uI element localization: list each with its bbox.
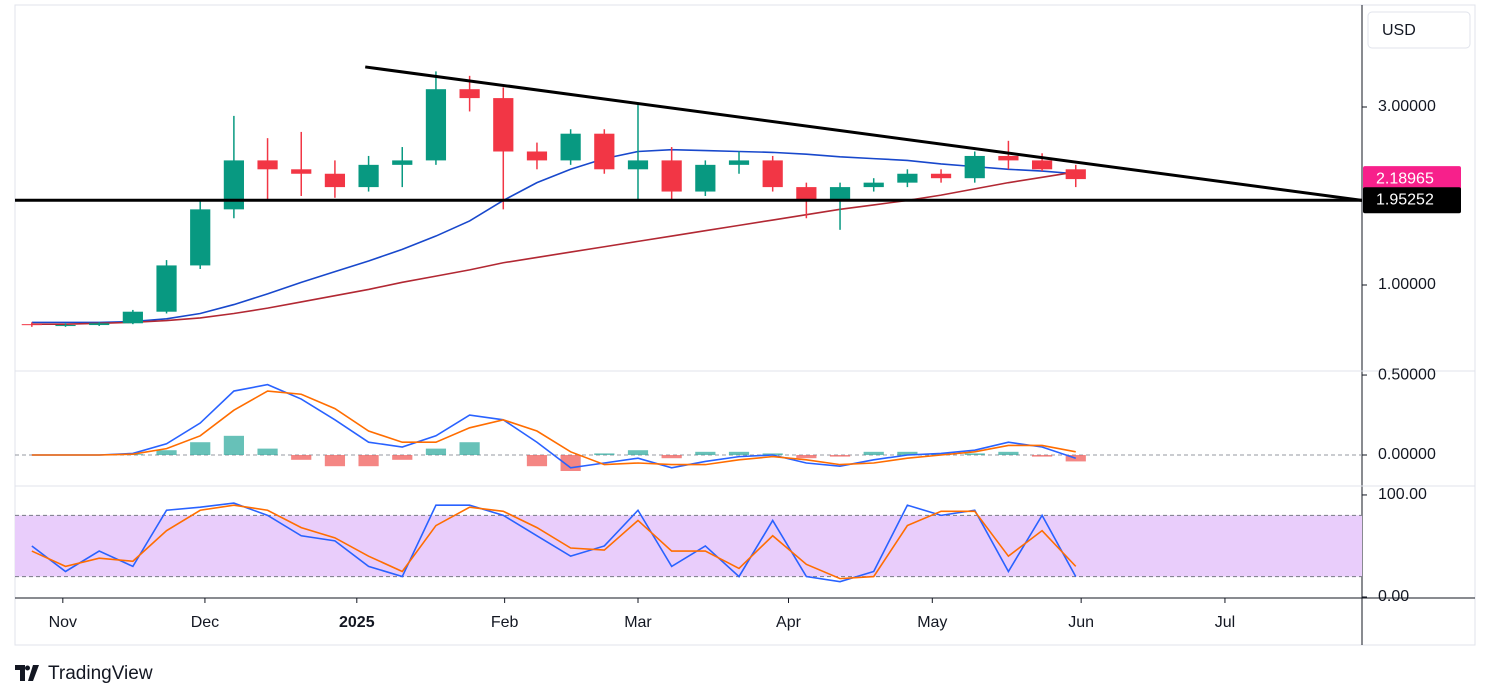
histogram-bar [156, 450, 177, 456]
y-tick-label: 3.00000 [1378, 98, 1436, 115]
candle-body [291, 169, 312, 174]
histogram-bar [627, 450, 649, 456]
oscillator-line [31, 502, 1077, 583]
oscillator-line [31, 504, 1077, 580]
support-price-box [1363, 187, 1461, 214]
histogram-bar [829, 455, 851, 457]
candle-body [897, 173, 918, 183]
candle-body [493, 98, 514, 152]
candle-body [560, 133, 581, 161]
histogram-bar [257, 448, 278, 456]
candle-body [190, 209, 211, 266]
pane [15, 502, 1362, 583]
histogram-bar [358, 455, 379, 467]
candle-body [358, 164, 379, 188]
candle-body [156, 265, 177, 312]
histogram-bar [392, 455, 413, 460]
y-tick-label: 100.00 [1378, 486, 1427, 503]
x-tick-label: Feb [491, 614, 519, 631]
candle-body [627, 160, 649, 170]
last-price-label: 2.18965 [1376, 170, 1434, 187]
x-tick-label: Jun [1068, 614, 1094, 631]
histogram-bar [459, 442, 480, 456]
candle-body [998, 155, 1019, 161]
candle-body [594, 133, 615, 170]
candle-body [425, 89, 447, 161]
currency-button[interactable] [1367, 11, 1471, 49]
candle-body [223, 160, 244, 210]
candle-body [1065, 169, 1086, 180]
x-tick-label: Apr [776, 614, 802, 631]
macd-line [31, 383, 1077, 469]
candle-body [21, 324, 42, 326]
candle-body [1031, 160, 1053, 170]
candle-body [728, 160, 750, 165]
histogram-bar [964, 453, 985, 456]
candle-body [863, 182, 884, 188]
candle-body [257, 160, 278, 170]
histogram-bar [796, 455, 817, 459]
x-tick-label: Mar [624, 614, 652, 631]
histogram-bar [190, 442, 211, 456]
histogram-bar [594, 453, 615, 456]
candle-body [55, 325, 76, 327]
histogram-bar [863, 451, 884, 456]
x-tick-label: Jul [1215, 614, 1235, 631]
macd-line [31, 390, 1076, 466]
x-tick-label: Dec [191, 614, 219, 631]
candle-body [89, 323, 110, 326]
y-tick-label: 0.00 [1378, 588, 1409, 605]
trend-line [365, 65, 1362, 202]
candle-body [695, 164, 716, 192]
y-tick-label: 0.50000 [1378, 366, 1436, 383]
candle-body [459, 89, 480, 99]
candle-body [122, 311, 143, 324]
candle-body [930, 173, 952, 179]
candle-body [796, 187, 817, 201]
histogram-bar [661, 455, 682, 459]
histogram-bar [526, 455, 548, 467]
x-tick-label: 2025 [339, 614, 375, 631]
last-price-box [1363, 166, 1461, 193]
histogram-bar [324, 455, 346, 467]
pane [15, 383, 1362, 472]
pane [15, 65, 1362, 327]
x-tick-label: Nov [49, 614, 77, 631]
histogram-bar [897, 451, 918, 456]
moving-average [31, 148, 1076, 324]
candle-body [829, 187, 851, 201]
histogram-bar [998, 451, 1019, 456]
y-tick-label: 0.00000 [1378, 446, 1436, 463]
support-price-label: 1.95252 [1376, 191, 1434, 208]
brand-logo [15, 665, 39, 681]
candle-body [661, 160, 682, 192]
candle-body [392, 160, 413, 165]
histogram-bar [695, 451, 716, 456]
candle-body [526, 151, 548, 161]
histogram-bar [728, 451, 750, 456]
histogram-bar [291, 455, 312, 460]
histogram-bar [223, 435, 244, 456]
x-tick-label: May [917, 614, 947, 631]
candle-body [324, 173, 346, 188]
band [15, 515, 1362, 577]
candle-body [762, 160, 783, 188]
histogram-bar [425, 448, 447, 456]
currency-label: USD [1382, 22, 1416, 39]
brand-name: TradingView [48, 663, 153, 684]
candle-body [964, 155, 985, 179]
y-tick-label: 1.00000 [1378, 276, 1436, 293]
histogram-bar [1031, 455, 1053, 457]
